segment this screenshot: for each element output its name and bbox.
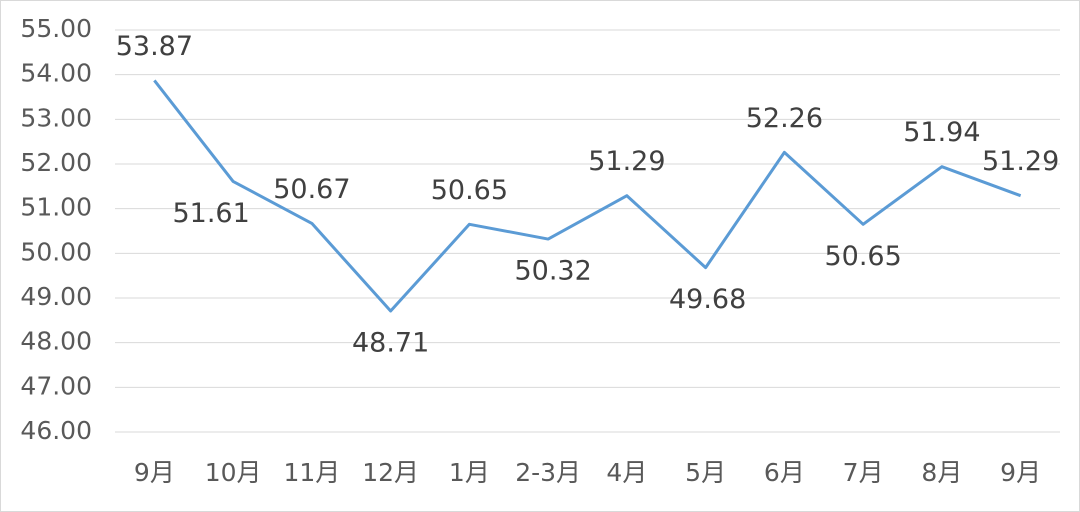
y-tick-label: 54.00 [20, 59, 92, 88]
data-label: 49.68 [669, 284, 746, 315]
x-tick-label: 5月 [685, 458, 726, 487]
x-tick-label: 11月 [283, 458, 340, 487]
x-tick-label: 7月 [843, 458, 884, 487]
data-label: 51.29 [588, 146, 665, 177]
y-tick-label: 50.00 [20, 237, 92, 266]
x-tick-label: 2-3月 [515, 458, 581, 487]
data-line [153, 79, 1022, 313]
x-tick-label: 8月 [921, 458, 962, 487]
x-tick-label: 10月 [205, 458, 262, 487]
y-tick-label: 53.00 [20, 103, 92, 132]
x-tick-label: 12月 [362, 458, 419, 487]
x-tick-label: 6月 [764, 458, 805, 487]
y-tick-label: 49.00 [20, 282, 92, 311]
y-tick-label: 48.00 [20, 327, 92, 356]
data-label: 48.71 [352, 327, 429, 358]
y-tick-label: 47.00 [20, 371, 92, 400]
data-label: 51.94 [903, 117, 980, 148]
x-tick-label: 9月 [1000, 458, 1041, 487]
data-label: 50.67 [273, 174, 350, 205]
y-tick-label: 52.00 [20, 148, 92, 177]
x-tick-label: 9月 [134, 458, 175, 487]
data-label: 51.29 [982, 146, 1059, 177]
x-tick-label: 4月 [606, 458, 647, 487]
data-label: 51.61 [172, 198, 249, 229]
y-tick-label: 55.00 [20, 14, 92, 43]
data-label: 50.65 [431, 175, 508, 206]
data-label: 53.87 [116, 31, 193, 62]
data-label: 50.32 [514, 256, 591, 287]
y-tick-label: 46.00 [20, 416, 92, 445]
x-tick-label: 1月 [449, 458, 490, 487]
data-label: 50.65 [824, 241, 901, 272]
data-label: 52.26 [746, 103, 823, 134]
y-tick-label: 51.00 [20, 193, 92, 222]
